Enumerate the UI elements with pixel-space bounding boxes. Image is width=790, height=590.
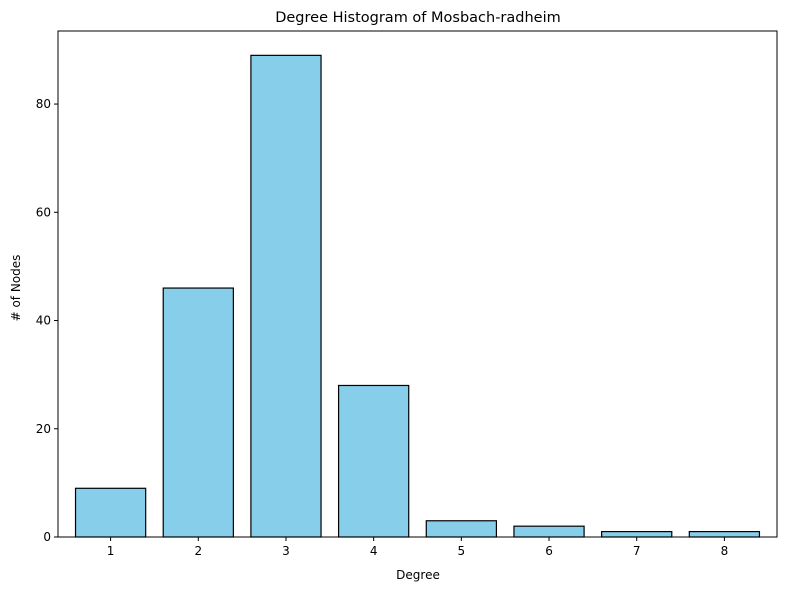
y-tick-label: 0: [43, 530, 51, 544]
bar-degree-2: [162, 287, 234, 538]
x-tick-label: 3: [282, 544, 290, 558]
y-tick-label: 40: [36, 314, 51, 328]
y-tick-label: 80: [36, 97, 51, 111]
bar-degree-5: [425, 520, 498, 538]
bar-degree-8: [688, 530, 761, 538]
plot-frame: [57, 30, 778, 538]
y-axis-label: # of Nodes: [9, 255, 23, 322]
chart-title: Degree Histogram of Mosbach-radheim: [275, 10, 561, 26]
bar-degree-4: [337, 384, 410, 538]
x-tick-label: 1: [107, 544, 115, 558]
y-tick-label: 60: [36, 205, 51, 219]
x-tick-label: 7: [633, 544, 641, 558]
x-tick-label: 4: [370, 544, 378, 558]
x-axis-label: Degree: [396, 568, 440, 582]
bar-degree-6: [513, 525, 585, 538]
bar-degree-1: [74, 487, 147, 538]
bar-degree-3: [250, 54, 322, 538]
x-tick-label: 6: [545, 544, 553, 558]
y-tick-label: 20: [36, 422, 51, 436]
x-tick-label: 5: [458, 544, 466, 558]
bars-layer: [74, 54, 761, 538]
x-tick-label: 2: [194, 544, 202, 558]
x-tick-label: 8: [721, 544, 729, 558]
bar-degree-7: [601, 530, 673, 538]
